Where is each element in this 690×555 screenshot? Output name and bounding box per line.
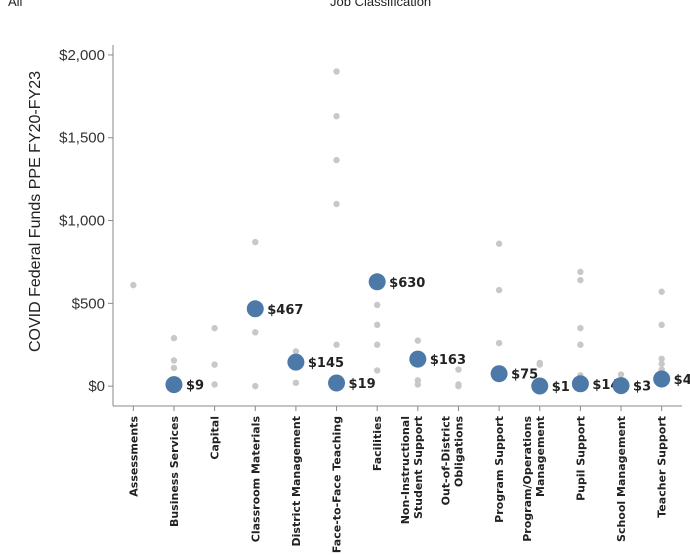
other-data-point bbox=[211, 381, 218, 388]
data-label: $19 bbox=[349, 377, 376, 392]
other-data-point bbox=[455, 366, 462, 373]
other-data-point bbox=[170, 334, 178, 342]
highlighted-data-point bbox=[368, 273, 386, 291]
highlighted-data-point bbox=[571, 375, 589, 393]
x-category-label: Out-of-District bbox=[439, 416, 452, 505]
other-data-point bbox=[170, 357, 178, 364]
highlighted-data-point bbox=[246, 300, 264, 318]
other-data-point bbox=[455, 382, 462, 390]
data-label: $75 bbox=[511, 368, 538, 383]
other-data-point bbox=[373, 301, 381, 309]
x-category-label: Business Services bbox=[168, 416, 181, 527]
x-category-label: District Management bbox=[290, 416, 303, 546]
data-label: $467 bbox=[267, 303, 303, 318]
x-category-label: Teacher Support bbox=[656, 416, 669, 518]
x-category-label: School Management bbox=[615, 416, 628, 542]
other-data-point bbox=[333, 156, 340, 164]
x-category-label: Management bbox=[534, 416, 547, 497]
axis-layer: $0 $500 $1,000 $1,500 $2,000 COVID Federal Fu… bbox=[27, 45, 682, 553]
y-tick-label: $1,500 bbox=[59, 130, 105, 147]
x-category-label: Facilities bbox=[371, 416, 384, 472]
x-category-label: Obligations bbox=[452, 416, 465, 487]
other-data-point bbox=[658, 355, 665, 363]
other-data-point bbox=[333, 341, 340, 348]
other-data-point bbox=[252, 329, 259, 336]
highlighted-data-point bbox=[490, 365, 508, 383]
other-data-point bbox=[414, 381, 422, 388]
x-category-label: Student Support bbox=[412, 416, 425, 519]
other-data-point bbox=[252, 382, 259, 390]
other-data-point bbox=[333, 68, 340, 75]
other-data-point bbox=[617, 371, 625, 378]
highlighted-data-point bbox=[612, 377, 630, 395]
data-label: $1 bbox=[552, 380, 570, 395]
other-data-point bbox=[495, 339, 503, 347]
highlighted-data-point bbox=[531, 377, 549, 395]
y-tick-label: $500 bbox=[72, 295, 105, 312]
data-label: $145 bbox=[308, 356, 344, 371]
other-data-point bbox=[211, 361, 218, 368]
x-category-label: Program Support bbox=[493, 416, 506, 523]
y-tick-label: $0 bbox=[88, 378, 105, 395]
other-data-point bbox=[577, 276, 584, 284]
other-data-point bbox=[292, 379, 300, 387]
highlighted-data-point bbox=[287, 353, 305, 371]
other-data-point bbox=[373, 321, 381, 329]
filter-label: All bbox=[8, 0, 23, 9]
other-points-layer bbox=[130, 68, 665, 390]
column-header-label: Job Classification bbox=[330, 0, 432, 9]
other-data-point bbox=[252, 238, 259, 246]
other-data-point bbox=[373, 341, 381, 348]
data-label: $14 bbox=[592, 378, 619, 393]
other-data-point bbox=[658, 288, 665, 295]
highlighted-data-point bbox=[328, 374, 346, 392]
y-tick-label: $2,000 bbox=[59, 47, 105, 64]
other-data-point bbox=[292, 348, 300, 355]
other-data-point bbox=[130, 281, 137, 289]
other-data-point bbox=[414, 337, 422, 344]
other-data-point bbox=[333, 200, 340, 208]
other-data-point bbox=[658, 360, 665, 367]
x-category-label: Program/Operations bbox=[521, 416, 534, 542]
highlighted-data-point bbox=[409, 350, 427, 368]
data-label: $630 bbox=[389, 276, 425, 291]
other-data-point bbox=[536, 361, 543, 368]
y-tick-label: $1,000 bbox=[59, 213, 105, 230]
data-label: $43 bbox=[674, 373, 690, 388]
other-data-point bbox=[170, 364, 178, 372]
x-category-label: Face-to-Face Teaching bbox=[331, 416, 344, 553]
highlighted-data-point bbox=[653, 370, 671, 388]
other-data-point bbox=[577, 268, 584, 276]
data-label: $163 bbox=[430, 353, 466, 368]
data-label: $3 bbox=[633, 380, 651, 395]
x-category-label: Pupil Support bbox=[574, 416, 587, 501]
other-data-point bbox=[373, 367, 381, 374]
other-data-point bbox=[333, 113, 340, 120]
data-label: $9 bbox=[186, 379, 204, 394]
other-data-point bbox=[495, 286, 503, 294]
y-axis-title: COVID Federal Funds PPE FY20-FY23 bbox=[27, 71, 44, 352]
highlighted-points-layer: $9 $467 $145 $19 $630 $163 $75 $1 $14 $3 $43 bbox=[165, 273, 690, 395]
other-data-point bbox=[211, 324, 218, 332]
x-category-label: Assessments bbox=[127, 416, 140, 497]
other-data-point bbox=[577, 324, 584, 332]
x-category-label: Non-Instructional bbox=[399, 416, 412, 524]
highlighted-data-point bbox=[165, 376, 183, 394]
other-data-point bbox=[577, 341, 584, 348]
other-data-point bbox=[495, 240, 503, 247]
x-category-label: Classroom Materials bbox=[249, 416, 262, 543]
other-data-point bbox=[658, 321, 665, 329]
x-category-label: Capital bbox=[209, 416, 222, 460]
